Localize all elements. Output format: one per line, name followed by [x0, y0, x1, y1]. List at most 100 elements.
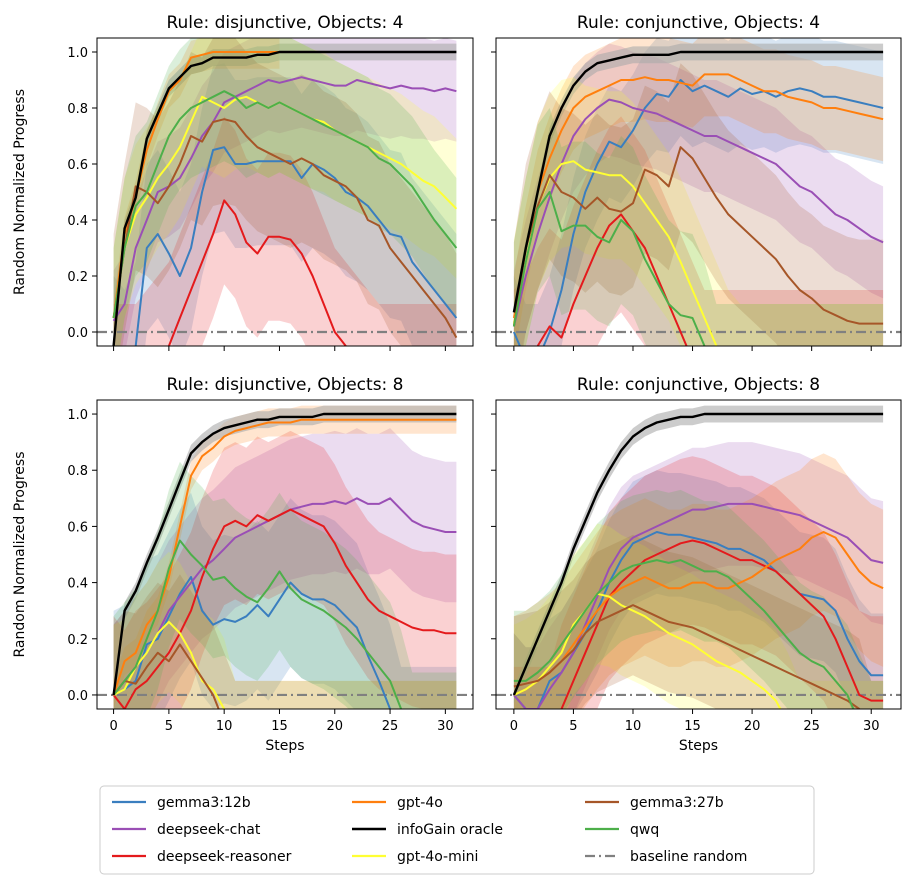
- axes-frame: [495, 399, 902, 710]
- series-line-qwq: [112, 90, 458, 319]
- legend-item-qwq: qwq: [585, 822, 659, 838]
- chart-panel-4: 0 5 10 15 20 25 30 Rule: conjunctive, Objects: …: [491, 375, 902, 754]
- axes-frame: [495, 37, 902, 347]
- legend-item-deepseek-chat: deepseek-chat: [112, 822, 261, 838]
- y-axis-label: Random Normalized Progress: [12, 89, 28, 295]
- series-line-gemma3-27b: [112, 118, 458, 339]
- x-tick-label: 0: [109, 719, 117, 734]
- band-deepseek-chat: [513, 43, 884, 346]
- axes-frame: [96, 399, 474, 710]
- x-tick-label: 10: [625, 719, 642, 734]
- band-gemma3-27b: [113, 38, 457, 346]
- series-line-infogain-oracle: [512, 412, 884, 696]
- y-tick-label: 0.8: [67, 464, 88, 479]
- band-qwq: [513, 489, 884, 709]
- x-tick-label: 25: [803, 719, 820, 734]
- series-line-infogain-oracle: [512, 50, 884, 313]
- band-gemma3-12b: [513, 38, 884, 346]
- legend-label: gpt-4o-mini: [397, 849, 478, 865]
- series-line-infogain-oracle: [112, 412, 457, 696]
- legend-item-gemma3-27b: gemma3:27b: [585, 795, 724, 811]
- plot-area: [496, 405, 901, 709]
- legend-label: deepseek-chat: [157, 822, 261, 838]
- series-line-qwq: [512, 191, 706, 346]
- x-tick-label: 20: [744, 719, 761, 734]
- legend-item-baseline-random: baseline random: [585, 849, 747, 865]
- legend-label: gpt-4o: [397, 795, 443, 811]
- band-qwq: [113, 461, 457, 709]
- series-line-deepseek-chat: [112, 76, 457, 322]
- y-tick-label: 0.8: [67, 102, 88, 117]
- x-tick-label: 15: [684, 719, 701, 734]
- band-gpt-4o: [513, 38, 884, 346]
- y-tick-label: 0.2: [67, 633, 88, 648]
- series-line-gemma3-27b: [513, 604, 861, 709]
- legend-label: deepseek-reasoner: [157, 849, 292, 865]
- y-tick-label: 1.0: [67, 408, 88, 423]
- y-tick-label: 0.6: [67, 520, 88, 535]
- series-line-gemma3-27b: [112, 643, 220, 709]
- series-line-gpt-4o: [512, 73, 884, 319]
- band-qwq: [113, 38, 457, 346]
- series-line-deepseek-reasoner: [536, 213, 688, 346]
- panel-title: Rule: disjunctive, Objects: 4: [166, 13, 403, 33]
- legend: gemma3:12b deepseek-chat deepseek-reasoner…: [99, 785, 815, 875]
- series-line-qwq: [513, 559, 855, 709]
- legend-label: infoGain oracle: [397, 822, 503, 838]
- series-line-gpt-4o-mini: [513, 592, 782, 709]
- series-line-infogain-oracle: [112, 50, 457, 346]
- x-tick-label: 0: [510, 719, 518, 734]
- plot-area: [97, 38, 473, 346]
- plot-area: [97, 405, 473, 709]
- panel-title: Rule: conjunctive, Objects: 8: [577, 375, 820, 395]
- band-qwq: [513, 108, 884, 346]
- band-infogain-oracle: [513, 405, 884, 704]
- band-deepseek-chat: [513, 442, 884, 709]
- band-deepseek-reasoner: [113, 430, 457, 709]
- y-tick-label: 0.0: [67, 689, 88, 704]
- x-tick-label: 30: [437, 719, 454, 734]
- series-line-deepseek-reasoner: [167, 199, 348, 346]
- panel-title: Rule: conjunctive, Objects: 4: [577, 13, 820, 33]
- legend-item-gpt-4o-mini: gpt-4o-mini: [352, 849, 478, 865]
- chart-panel-3: 0 5 10 15 20 25 30 0.0 0.2 0.4 0.6 0.8 1.0 Rule: disj…: [12, 375, 474, 754]
- band-gpt-4o-mini: [113, 38, 457, 346]
- x-tick-label: 20: [326, 719, 343, 734]
- y-tick-label: 0.6: [67, 158, 88, 173]
- series-line-deepseek-reasoner: [560, 539, 884, 709]
- band-gpt-4o-mini: [513, 77, 884, 346]
- band-gpt-4o-mini: [113, 551, 457, 709]
- legend-box: [99, 785, 815, 875]
- band-gemma3-12b: [113, 63, 457, 346]
- legend-item-infogain-oracle: infoGain oracle: [352, 822, 503, 838]
- band-gemma3-27b: [513, 534, 884, 709]
- series-line-gemma3-27b: [512, 146, 884, 327]
- series-line-gemma3-12b: [113, 576, 392, 709]
- x-axis-label: Steps: [265, 738, 304, 754]
- band-deepseek-chat: [113, 38, 457, 346]
- y-tick-label: 1.0: [67, 46, 88, 61]
- y-axis-label: Random Normalized Progress: [12, 451, 28, 657]
- series-line-deepseek-reasoner: [112, 508, 457, 709]
- series-line-deepseek-chat: [512, 98, 884, 327]
- axes-frame: [96, 37, 474, 347]
- legend-item-gemma3-12b: gemma3:12b: [112, 795, 251, 811]
- y-tick-label: 0.2: [67, 270, 88, 285]
- chart-panel-2: Rule: conjunctive, Objects: 4: [491, 13, 902, 351]
- band-gpt-4o: [513, 453, 884, 709]
- legend-item-gpt-4o: gpt-4o: [352, 795, 443, 811]
- series-line-gpt-4o: [112, 418, 457, 696]
- x-tick-label: 5: [569, 719, 577, 734]
- legend-label: gemma3:12b: [157, 795, 251, 811]
- legend-label: qwq: [630, 822, 659, 838]
- x-tick-label: 15: [271, 719, 288, 734]
- band-deepseek-reasoner: [113, 116, 457, 346]
- series-line-gpt-4o-mini: [512, 160, 718, 346]
- x-axis-label: Steps: [679, 738, 718, 754]
- series-line-gpt-4o: [513, 531, 884, 696]
- x-tick-label: 30: [863, 719, 880, 734]
- band-gemma3-12b: [513, 470, 884, 709]
- x-tick-label: 5: [165, 719, 173, 734]
- band-gpt-4o-mini: [513, 523, 884, 709]
